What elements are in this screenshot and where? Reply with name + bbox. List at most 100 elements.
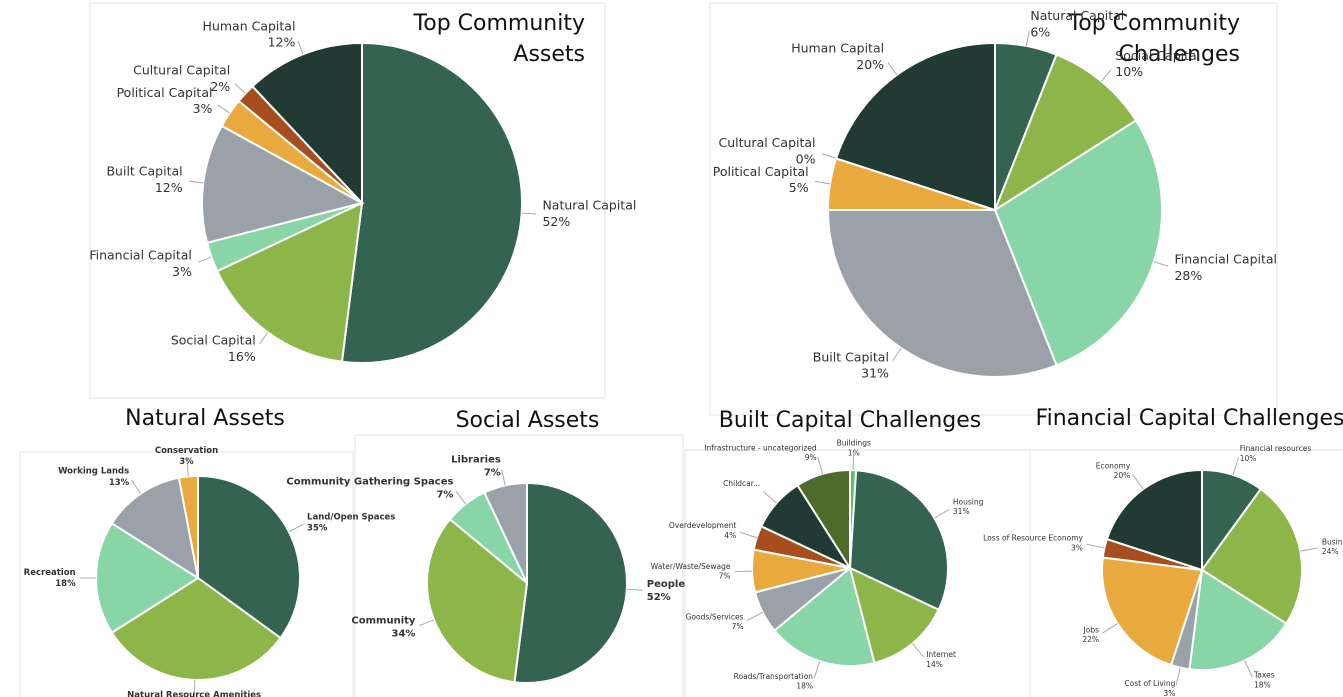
leader-line [1244, 660, 1253, 677]
leader-line [934, 508, 950, 519]
slice-value-label: 31% [953, 507, 970, 516]
leader-line [288, 523, 304, 533]
slice-value-label: 31% [861, 366, 889, 381]
pie-slice [834, 41, 996, 212]
slice-value-label: 7% [436, 490, 453, 501]
slice-label: Financial Capital [1174, 252, 1277, 267]
slice-label: Working Lands [58, 467, 129, 477]
pie-slice [201, 124, 365, 245]
slice-value-label: 5% [789, 180, 809, 195]
slice-value-label: 12% [155, 180, 183, 195]
leader-line [852, 452, 855, 471]
slice-value-label: 10% [1115, 64, 1143, 79]
slice-label: Community [351, 616, 415, 627]
slice-value-label: 3% [1071, 543, 1083, 552]
leader-line [813, 661, 821, 679]
slice-label: Overdevelopment [669, 521, 736, 530]
slice-value-label: 13% [109, 478, 130, 488]
slice-label: Financial Capital [89, 248, 192, 263]
slice-value-label: 18% [796, 682, 813, 691]
leader-line [1175, 667, 1181, 686]
pie-slice [197, 474, 301, 640]
leader-line [1025, 31, 1030, 47]
pie-slice [177, 474, 199, 579]
slice-value-label: 22% [1082, 635, 1099, 644]
leader-line [821, 153, 837, 159]
slice-value-label: 12% [268, 35, 296, 50]
slice-label: Natural Resource Amenities [127, 690, 261, 697]
pie-slice [1101, 556, 1204, 667]
slice-value-label: 7% [484, 467, 501, 478]
slice-label: Community Gathering Spaces [286, 477, 453, 488]
pie-slice [426, 517, 529, 684]
slice-label: Social Capital [1115, 48, 1200, 63]
slice-value-label: 52% [647, 592, 671, 603]
slice-label: Housing [953, 497, 984, 506]
slice-value-label: 52% [542, 214, 570, 229]
slice-value-label: 4% [724, 531, 736, 540]
leader-line [1102, 623, 1118, 634]
pie-slice [826, 209, 1058, 379]
slice-label: Childcar... [723, 479, 760, 488]
pie-slice [110, 576, 282, 681]
chart-title: Financial Capital Challenges [1035, 406, 1343, 431]
slice-value-label: 14% [926, 660, 943, 669]
leader-line [1153, 261, 1169, 267]
slice-label: Social Capital [171, 333, 256, 348]
slice-value-label: 35% [307, 523, 328, 533]
leader-line [739, 531, 757, 539]
leader-line [1101, 69, 1112, 82]
slice-label: Natural Capital [1030, 8, 1124, 23]
leader-line [887, 62, 898, 76]
slice-label: Financial resources [1240, 444, 1312, 453]
slice-label: Roads/Transportation [734, 672, 814, 681]
pie-slice [1200, 487, 1303, 625]
slice-label: Political Capital [117, 85, 213, 100]
leader-line [815, 181, 831, 185]
slice-value-label: 28% [1174, 268, 1202, 283]
leader-line [197, 256, 212, 263]
chart-title: Social Assets [455, 408, 600, 433]
pie-slice [796, 468, 851, 572]
slice-label: People [647, 579, 686, 590]
slice-label: Political Capital [713, 164, 809, 179]
pie-slice [110, 476, 200, 581]
slice-label: Human Capital [791, 41, 884, 56]
slice-value-label: 3% [172, 264, 192, 279]
leader-line [1232, 457, 1239, 476]
slice-value-label: 10% [1240, 454, 1257, 463]
slice-value-label: 16% [228, 349, 256, 364]
chart-title: Top Community Assets [413, 11, 585, 67]
slice-label: Economy [1096, 461, 1131, 470]
leader-line [234, 83, 246, 94]
chart-title-box: Financial Capital Challenges [1035, 406, 1343, 431]
slice-label: Loss of Resource Economy [983, 534, 1083, 543]
slice-label: Jobs [1083, 625, 1100, 634]
leader-line [762, 491, 777, 504]
slice-value-label: 3% [193, 101, 213, 116]
chart-title-box: Social Assets [455, 408, 600, 433]
slice-value-label: 20% [856, 57, 884, 72]
slice-label: Recreation [24, 568, 76, 578]
slice-value-label: 6% [1030, 24, 1050, 39]
slice-label: Cultural Capital [133, 63, 230, 78]
slice-label: Business Sustainability [1322, 537, 1343, 546]
leader-line [817, 456, 824, 475]
slice-value-label: 3% [1163, 689, 1175, 697]
pie-slice [1188, 568, 1288, 671]
chart-title: Top Community Challenges [1068, 11, 1240, 67]
leader-line [892, 347, 902, 361]
leader-line [186, 460, 189, 477]
leader-line [297, 40, 304, 55]
leader-line [418, 619, 435, 627]
pie-slice [848, 566, 941, 665]
leader-line [217, 104, 230, 114]
chart-title: Built Capital Challenges [718, 408, 982, 433]
pie-slice [215, 201, 364, 363]
slice-label: Water/Waste/Sewage [651, 562, 731, 571]
chart-title-box: Built Capital Challenges [718, 408, 982, 433]
slice-value-label: 9% [805, 453, 817, 462]
slice-label: Taxes [1253, 671, 1275, 680]
slice-label: Conservation [155, 446, 218, 456]
slice-value-label: 24% [1322, 547, 1339, 556]
